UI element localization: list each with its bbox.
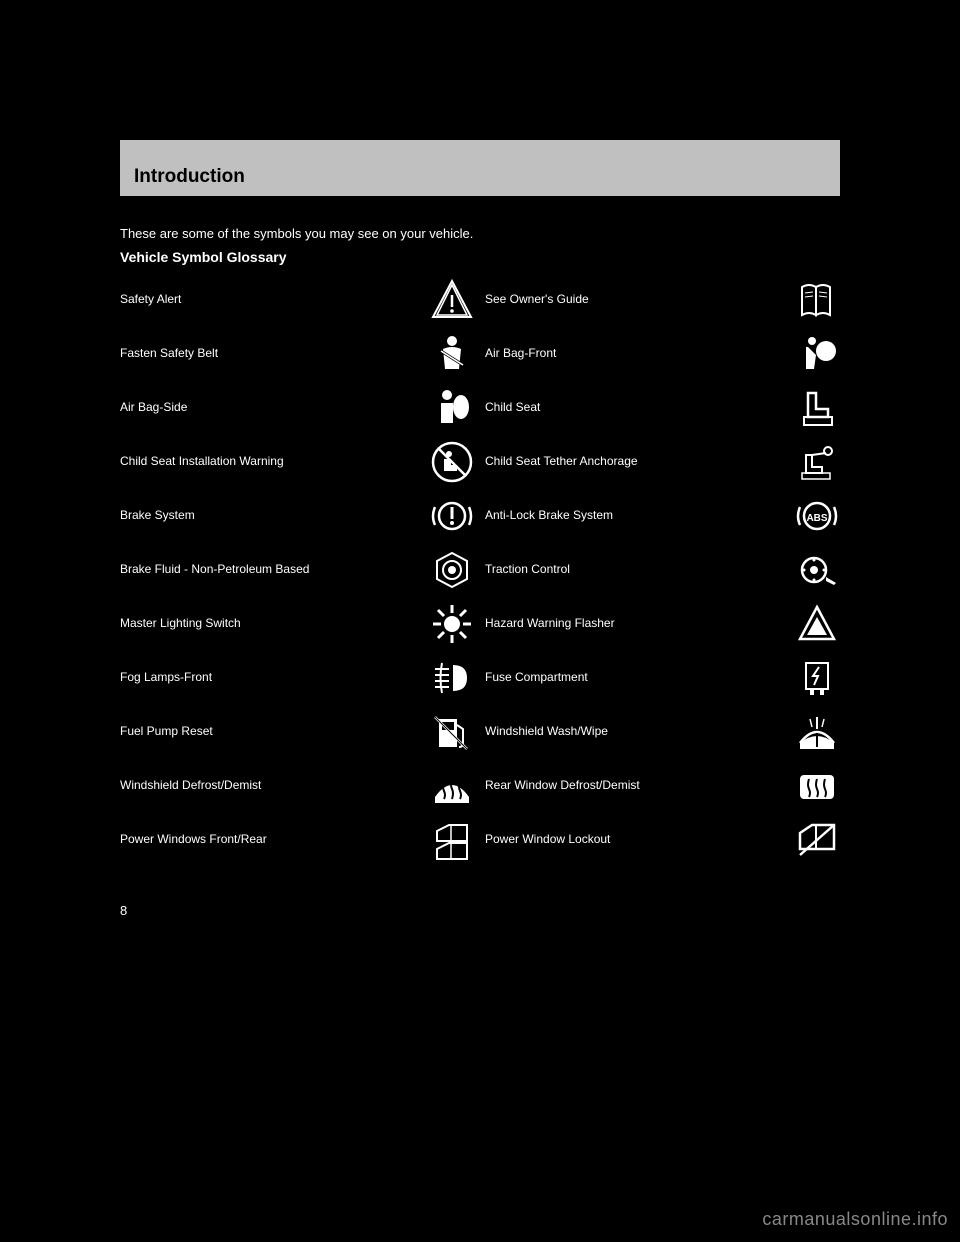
symbol-label: Traction Control: [485, 562, 778, 578]
brake-fluid-icon: [429, 547, 475, 593]
airbag-side-icon: [429, 385, 475, 431]
intro-text: These are some of the symbols you may se…: [120, 226, 840, 241]
tether-anchor-icon: [794, 439, 840, 485]
header-title: Introduction: [134, 166, 826, 188]
seatbelt-icon: [429, 331, 475, 377]
window-lockout-icon: [794, 817, 840, 863]
subheader: Vehicle Symbol Glossary: [120, 249, 840, 265]
power-window-icon: [429, 817, 475, 863]
wiper-icon: [794, 709, 840, 755]
symbol-label: Hazard Warning Flasher: [485, 616, 778, 632]
symbol-row: Windshield Wash/Wipe: [485, 709, 840, 755]
symbol-label: Anti-Lock Brake System: [485, 508, 778, 524]
defrost-rear-icon: [794, 763, 840, 809]
symbol-row: Fuse Compartment: [485, 655, 840, 701]
child-seat-warning-icon: [429, 439, 475, 485]
airbag-front-icon: [794, 331, 840, 377]
brake-icon: [429, 493, 475, 539]
symbol-label: Windshield Defrost/Demist: [120, 778, 413, 794]
symbol-row: Child Seat Installation Warning: [120, 439, 475, 485]
page-container: Introduction These are some of the symbo…: [120, 140, 840, 918]
symbol-row: Child Seat Tether Anchorage: [485, 439, 840, 485]
symbol-row: Traction Control: [485, 547, 840, 593]
page-number: 8: [120, 903, 840, 918]
symbol-row: Windshield Defrost/Demist: [120, 763, 475, 809]
hazard-icon: [794, 601, 840, 647]
symbol-row: Power Window Lockout: [485, 817, 840, 863]
symbol-row: Fog Lamps-Front: [120, 655, 475, 701]
symbol-row: Brake System: [120, 493, 475, 539]
fuse-icon: [794, 655, 840, 701]
symbol-label: Windshield Wash/Wipe: [485, 724, 778, 740]
symbol-row: Hazard Warning Flasher: [485, 601, 840, 647]
page-header: Introduction: [120, 140, 840, 196]
symbol-row: Air Bag-Front: [485, 331, 840, 377]
child-seat-icon: [794, 385, 840, 431]
symbol-label: See Owner's Guide: [485, 292, 778, 308]
symbol-row: Air Bag-Side: [120, 385, 475, 431]
symbol-label: Fuse Compartment: [485, 670, 778, 686]
warning-triangle-icon: [429, 277, 475, 323]
symbol-label: Child Seat Installation Warning: [120, 454, 413, 470]
symbol-row: Anti-Lock Brake System: [485, 493, 840, 539]
symbol-label: Power Window Lockout: [485, 832, 778, 848]
symbol-label: Air Bag-Side: [120, 400, 413, 416]
symbol-row: Child Seat: [485, 385, 840, 431]
abs-icon: [794, 493, 840, 539]
symbol-label: Child Seat: [485, 400, 778, 416]
symbol-row: Master Lighting Switch: [120, 601, 475, 647]
symbol-label: Rear Window Defrost/Demist: [485, 778, 778, 794]
lighting-icon: [429, 601, 475, 647]
symbol-label: Fuel Pump Reset: [120, 724, 413, 740]
symbol-label: Power Windows Front/Rear: [120, 832, 413, 848]
book-icon: [794, 277, 840, 323]
symbol-label: Brake System: [120, 508, 413, 524]
symbol-row: See Owner's Guide: [485, 277, 840, 323]
watermark-text: carmanualsonline.info: [762, 1209, 948, 1230]
fog-lamp-icon: [429, 655, 475, 701]
symbol-label: Child Seat Tether Anchorage: [485, 454, 778, 470]
symbol-row: Safety Alert: [120, 277, 475, 323]
symbol-row: Rear Window Defrost/Demist: [485, 763, 840, 809]
symbol-row: Fuel Pump Reset: [120, 709, 475, 755]
symbol-label: Brake Fluid - Non-Petroleum Based: [120, 562, 413, 578]
symbol-row: Power Windows Front/Rear: [120, 817, 475, 863]
symbol-label: Safety Alert: [120, 292, 413, 308]
symbol-label: Master Lighting Switch: [120, 616, 413, 632]
symbol-label: Fasten Safety Belt: [120, 346, 413, 362]
symbol-row: Brake Fluid - Non-Petroleum Based: [120, 547, 475, 593]
traction-icon: [794, 547, 840, 593]
defrost-front-icon: [429, 763, 475, 809]
symbol-row: Fasten Safety Belt: [120, 331, 475, 377]
fuel-reset-icon: [429, 709, 475, 755]
symbol-label: Fog Lamps-Front: [120, 670, 413, 686]
symbol-label: Air Bag-Front: [485, 346, 778, 362]
symbol-grid: Safety Alert See Owner's Guide Fasten Safe…: [120, 277, 840, 863]
